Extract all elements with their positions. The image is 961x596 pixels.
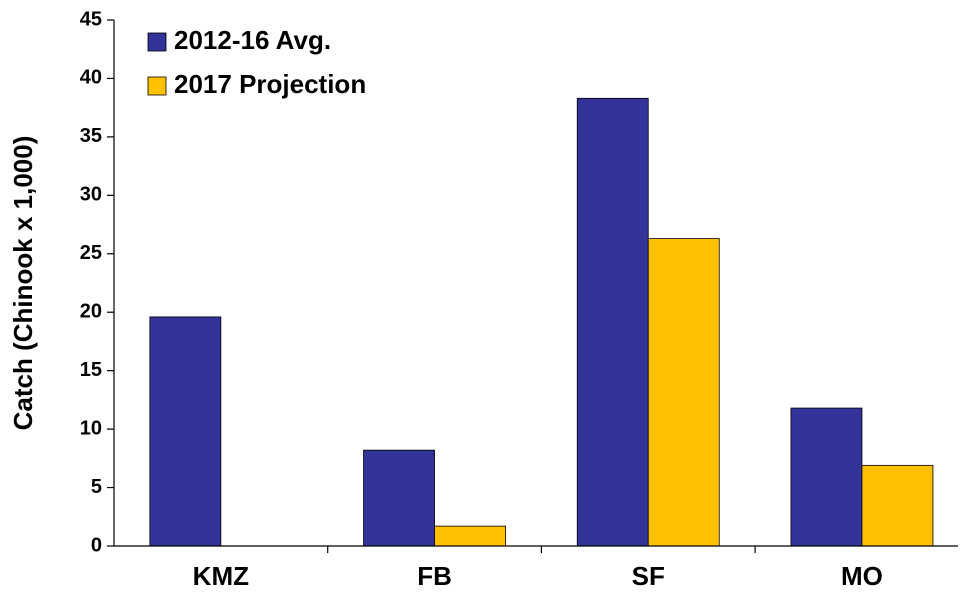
x-tick-label: KMZ [193, 561, 249, 591]
y-tick-label: 25 [80, 242, 102, 264]
y-tick-label: 35 [80, 125, 102, 147]
bar [149, 316, 222, 547]
bar [647, 238, 720, 547]
legend-label: 2017 Projection [174, 69, 366, 99]
x-tick-label: SF [632, 561, 665, 591]
y-tick-label: 20 [80, 301, 102, 323]
y-tick-label: 15 [80, 359, 102, 381]
y-tick-label: 45 [80, 8, 102, 30]
legend-swatch [147, 76, 167, 96]
y-tick-label: 10 [80, 417, 102, 439]
y-tick-label: 40 [80, 67, 102, 89]
bar [790, 407, 863, 547]
y-tick-label: 0 [91, 534, 102, 556]
bar [363, 449, 435, 547]
legend-label: 2012-16 Avg. [174, 25, 331, 55]
y-axis-title: Catch (Chinook x 1,000) [8, 136, 38, 431]
x-tick-label: FB [417, 561, 452, 591]
legend-swatch [147, 32, 167, 52]
bar [434, 525, 506, 547]
x-tick-label: MO [841, 561, 883, 591]
bar [576, 97, 649, 547]
bar [861, 464, 934, 547]
y-tick-label: 5 [91, 476, 102, 498]
y-tick-label: 30 [80, 184, 102, 206]
